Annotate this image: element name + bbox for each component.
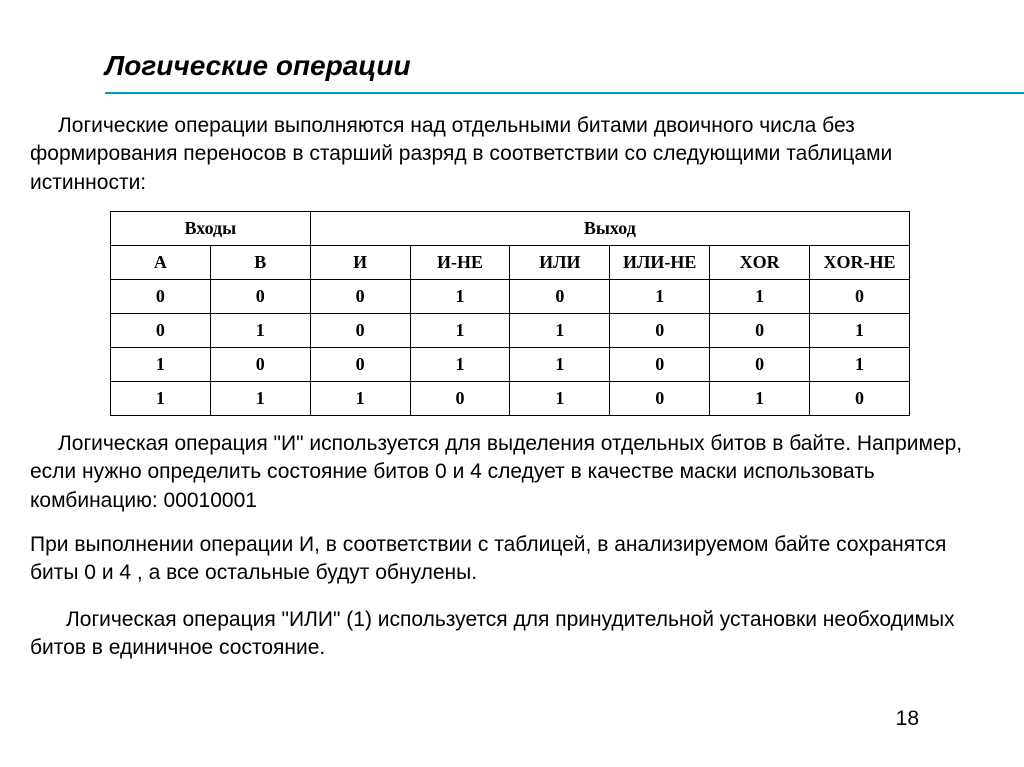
title-divider: [105, 92, 1024, 94]
table-cell: 0: [210, 348, 310, 382]
header-output: Выход: [310, 212, 909, 246]
and-paragraph-2: При выполнении операции И, в соответстви…: [30, 531, 994, 588]
table-cell: 0: [810, 280, 910, 314]
table-cell: 0: [210, 280, 310, 314]
table-cell: 0: [111, 314, 211, 348]
col-or: ИЛИ: [510, 246, 610, 280]
table-cell: 1: [410, 348, 510, 382]
table-cell: 0: [610, 382, 710, 416]
table-cell: 0: [810, 382, 910, 416]
table-header-row-1: Входы Выход: [111, 212, 910, 246]
table-cell: 1: [410, 314, 510, 348]
table-row: 1 0 0 1 1 0 0 1: [111, 348, 910, 382]
table-cell: 1: [510, 348, 610, 382]
table-cell: 1: [710, 382, 810, 416]
truth-table-wrap: Входы Выход А В И И-НЕ ИЛИ ИЛИ-НЕ XOR XO…: [110, 211, 994, 416]
or-paragraph: Логическая операция "ИЛИ" (1) использует…: [30, 606, 994, 663]
table-row: 0 1 0 1 1 0 0 1: [111, 314, 910, 348]
col-nand: И-НЕ: [410, 246, 510, 280]
table-cell: 1: [710, 280, 810, 314]
table-cell: 0: [310, 348, 410, 382]
col-b: В: [210, 246, 310, 280]
table-cell: 1: [210, 314, 310, 348]
table-header-row-2: А В И И-НЕ ИЛИ ИЛИ-НЕ XOR XOR-НЕ: [111, 246, 910, 280]
table-row: 1 1 1 0 1 0 1 0: [111, 382, 910, 416]
table-cell: 1: [410, 280, 510, 314]
col-xnor: XOR-НЕ: [810, 246, 910, 280]
table-cell: 1: [210, 382, 310, 416]
table-cell: 1: [111, 382, 211, 416]
col-nor: ИЛИ-НЕ: [610, 246, 710, 280]
table-cell: 1: [111, 348, 211, 382]
table-row: 0 0 0 1 0 1 1 0: [111, 280, 910, 314]
table-cell: 1: [810, 348, 910, 382]
table-cell: 1: [510, 382, 610, 416]
table-cell: 0: [610, 348, 710, 382]
page-number: 18: [896, 707, 919, 731]
table-cell: 0: [310, 280, 410, 314]
col-and: И: [310, 246, 410, 280]
table-cell: 0: [510, 280, 610, 314]
table-cell: 1: [810, 314, 910, 348]
table-cell: 0: [310, 314, 410, 348]
table-cell: 0: [610, 314, 710, 348]
table-cell: 1: [310, 382, 410, 416]
table-cell: 1: [510, 314, 610, 348]
header-inputs: Входы: [111, 212, 311, 246]
truth-table: Входы Выход А В И И-НЕ ИЛИ ИЛИ-НЕ XOR XO…: [110, 211, 910, 416]
table-cell: 0: [410, 382, 510, 416]
table-cell: 1: [610, 280, 710, 314]
col-xor: XOR: [710, 246, 810, 280]
content-area: Логические операции выполняются над отде…: [0, 112, 1024, 662]
table-cell: 0: [710, 314, 810, 348]
col-a: А: [111, 246, 211, 280]
and-paragraph-1: Логическая операция "И" используется для…: [30, 430, 994, 515]
table-cell: 0: [111, 280, 211, 314]
page-title: Логические операции: [105, 50, 1024, 82]
intro-paragraph: Логические операции выполняются над отде…: [30, 112, 994, 197]
table-cell: 0: [710, 348, 810, 382]
